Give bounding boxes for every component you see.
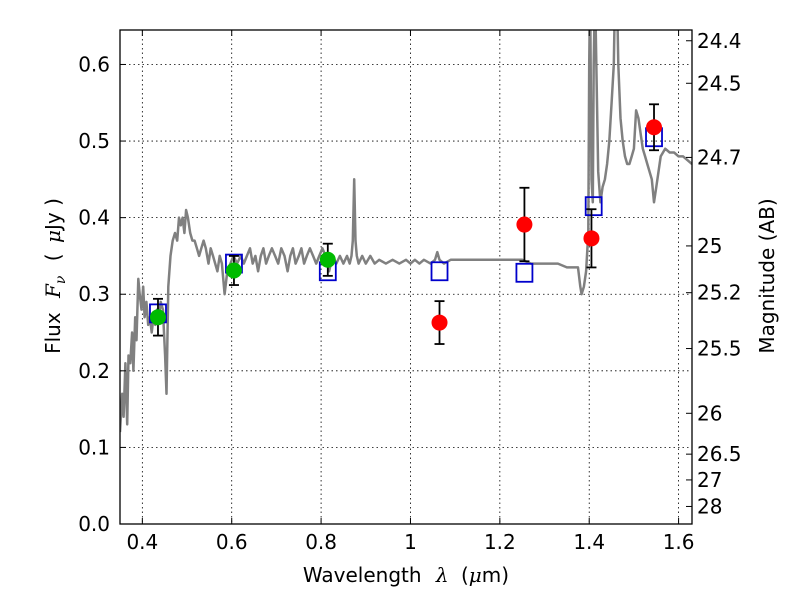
plot-area xyxy=(120,30,692,433)
right-axis-label: Magnitude (AB) xyxy=(755,198,779,353)
y-tick-label: 0.2 xyxy=(78,359,110,383)
observed-photometry-point xyxy=(583,230,600,247)
y2-tick-label: 25 xyxy=(697,234,722,258)
x-axis-label: Wavelength λ (μm) xyxy=(303,563,509,587)
observed-photometry-point xyxy=(646,119,663,136)
observed-photometry-point xyxy=(149,309,166,326)
y-tick-label: 0.1 xyxy=(78,435,110,459)
grid xyxy=(120,30,692,525)
observed-photometry-point xyxy=(516,216,533,233)
observed-photometry-point xyxy=(431,314,448,331)
x-tick-label: 1.4 xyxy=(573,530,605,554)
y-tick-label: 0.4 xyxy=(78,206,110,230)
model-photometry-square xyxy=(515,262,534,283)
y-tick-label: 0.5 xyxy=(78,129,110,153)
y2-tick-label: 27 xyxy=(697,468,722,492)
observed-photometry-point xyxy=(319,251,336,268)
x-tick-label: 1.2 xyxy=(484,530,516,554)
model-photometry-square xyxy=(430,261,449,282)
x-tick-label: 0.4 xyxy=(126,530,158,554)
y2-tick-label: 28 xyxy=(697,494,722,518)
y2-tick-label: 24.7 xyxy=(697,145,742,169)
x-tick-label: 0.8 xyxy=(305,530,337,554)
axes: 0.4 0.6 0.8 1 1.2 1.4 1.6 0.0 0.1 0.2 0.3 0.4 0.5 0.6… xyxy=(78,29,741,554)
model-photometry-square xyxy=(584,196,603,217)
y-tick-label: 0.0 xyxy=(78,512,110,536)
observed-photometry-point xyxy=(225,262,242,279)
y-tick-label: 0.3 xyxy=(78,282,110,306)
plot-frame xyxy=(119,29,693,525)
y2-tick-label: 24.4 xyxy=(697,29,742,53)
y-axis-label: Flux Fν ( μJy ) xyxy=(41,198,70,354)
x-tick-label: 0.6 xyxy=(216,530,248,554)
y2-tick-label: 26.5 xyxy=(697,442,742,466)
y2-tick-label: 26 xyxy=(697,401,722,425)
x-tick-label: 1.6 xyxy=(663,530,695,554)
y2-tick-label: 24.5 xyxy=(697,71,742,95)
y-tick-label: 0.6 xyxy=(78,52,110,76)
x-tick-label: 1 xyxy=(404,530,417,554)
y2-tick-label: 25.2 xyxy=(697,281,742,305)
y2-tick-label: 25.5 xyxy=(697,337,742,361)
